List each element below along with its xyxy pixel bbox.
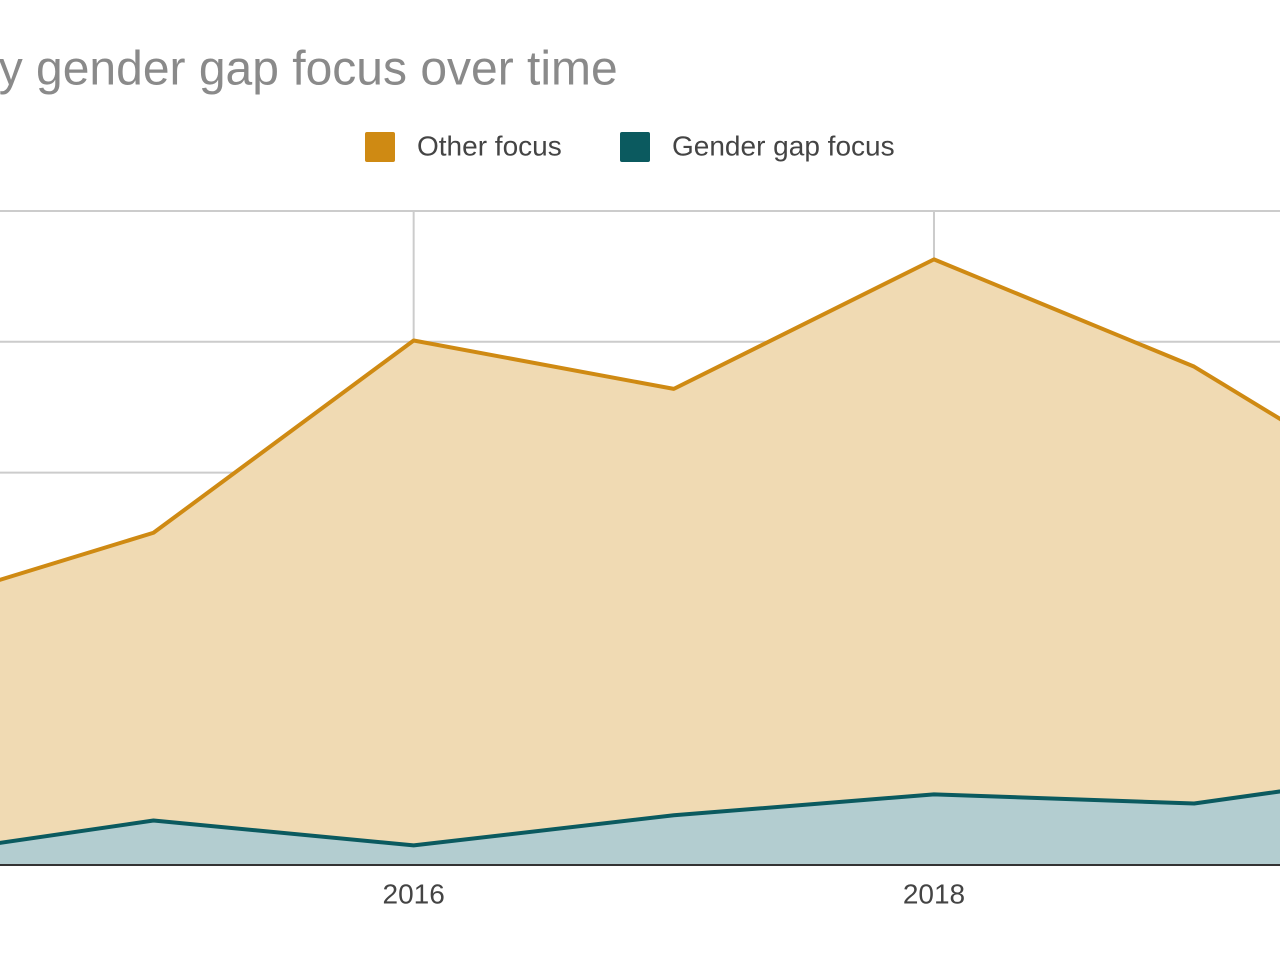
area-fill: [0, 791, 1280, 865]
legend-label: Other focus: [417, 130, 562, 161]
legend-swatch: [620, 132, 650, 162]
x-tick-label: 2018: [903, 878, 965, 909]
x-tick-label: 2016: [383, 878, 445, 909]
area-fill: [0, 259, 1280, 846]
axes: 2016 2018: [0, 864, 1280, 909]
legend: Other focus Gender gap focus: [365, 130, 895, 162]
areas: [0, 257, 1280, 865]
legend-label: Gender gap focus: [672, 130, 895, 161]
legend-swatch: [365, 132, 395, 162]
chart-title: by gender gap focus over time: [0, 43, 618, 96]
series-line: [0, 789, 1280, 848]
series-line: [0, 257, 1280, 582]
